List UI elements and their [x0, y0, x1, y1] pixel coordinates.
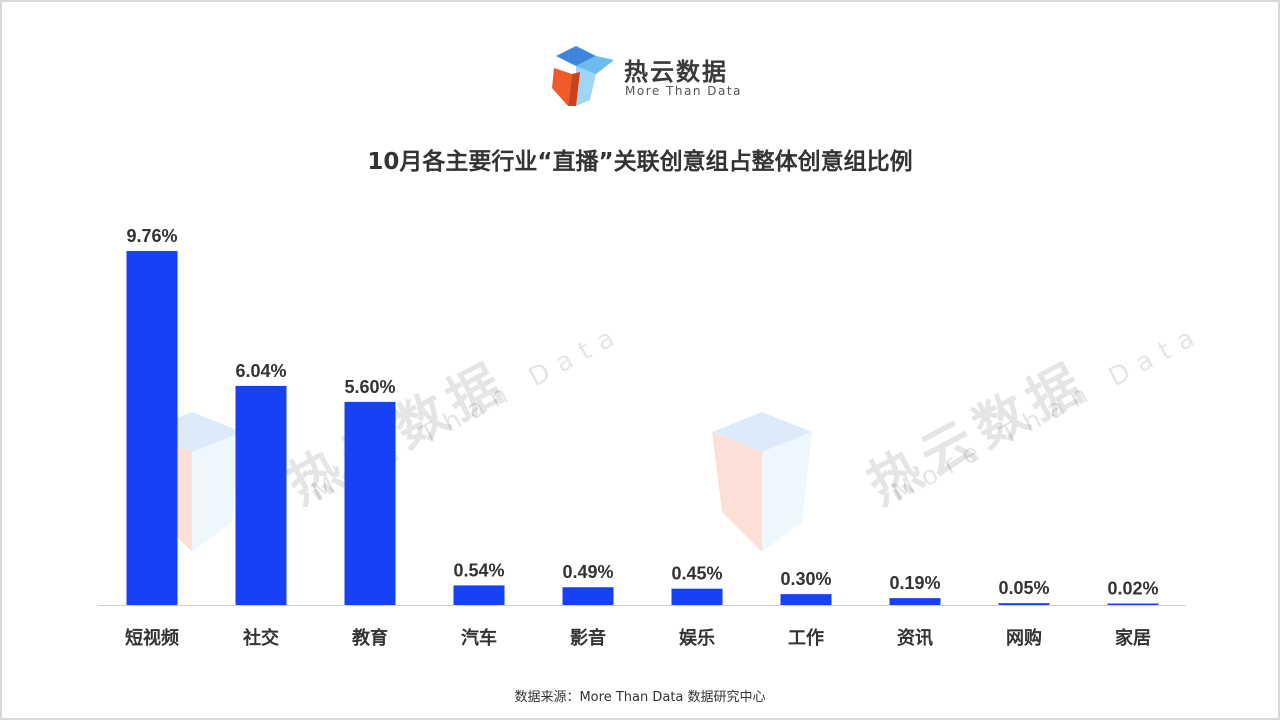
bar-8 — [889, 598, 941, 605]
category-label: 网购 — [1006, 627, 1042, 649]
category-label: 社交 — [243, 627, 279, 649]
bar-value-label: 0.54% — [453, 560, 504, 580]
bar-value-label: 0.02% — [1107, 579, 1158, 599]
data-source-note: 数据来源：More Than Data 数据研究中心 — [514, 690, 766, 705]
bar-value-label: 0.45% — [671, 564, 722, 584]
bar-5 — [562, 587, 614, 605]
bar-2 — [235, 385, 287, 605]
category-label: 资讯 — [897, 627, 933, 649]
category-label: 影音 — [570, 627, 606, 649]
bar-value-label: 0.49% — [562, 562, 613, 582]
bar-value-label: 0.19% — [889, 573, 940, 593]
bar-value-label: 6.04% — [235, 361, 286, 381]
bar-6 — [671, 588, 723, 605]
bar-10 — [1107, 603, 1159, 605]
bar-value-label: 0.05% — [998, 578, 1049, 598]
brand-logo: 热云数据 More Than Data — [550, 44, 750, 110]
category-label: 教育 — [352, 627, 388, 649]
brand-name: 热云数据 — [624, 58, 728, 86]
bar-value-label: 9.76% — [126, 226, 177, 246]
category-label: 工作 — [788, 627, 824, 649]
bar-4 — [453, 585, 505, 605]
brand-tagline: More Than Data — [625, 84, 742, 98]
category-label: 汽车 — [461, 627, 497, 649]
bar-3 — [344, 401, 396, 605]
cube-logo-icon — [552, 46, 614, 106]
category-label: 短视频 — [125, 627, 179, 649]
category-label: 家居 — [1115, 627, 1151, 649]
bar-value-label: 0.30% — [780, 569, 831, 589]
category-label: 娱乐 — [679, 627, 715, 649]
bar-7 — [780, 594, 832, 605]
bar-1 — [126, 251, 178, 605]
bar-value-label: 5.60% — [344, 377, 395, 397]
chart-title: 10月各主要行业“直播”关联创意组占整体创意组比例 — [367, 149, 913, 175]
bar-9 — [998, 603, 1050, 605]
